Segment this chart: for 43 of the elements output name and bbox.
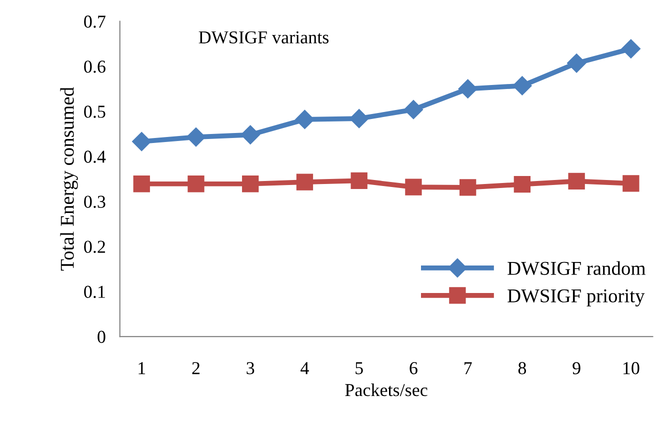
point bbox=[132, 132, 152, 152]
point bbox=[514, 176, 531, 193]
y-tick-label: 0.2 bbox=[84, 240, 105, 253]
y-tick-label: 0.3 bbox=[84, 196, 106, 208]
y-tick-label: 0.4 bbox=[84, 150, 106, 163]
x-tick-label: 4 bbox=[300, 362, 309, 374]
x-tick-label: 5 bbox=[356, 362, 363, 374]
point bbox=[186, 128, 206, 147]
point bbox=[188, 176, 204, 192]
point bbox=[350, 172, 368, 190]
y-tick-label: 0 bbox=[98, 330, 106, 343]
x-tick-label: 6 bbox=[410, 362, 418, 374]
point bbox=[621, 39, 640, 58]
point bbox=[512, 76, 532, 96]
point bbox=[295, 110, 314, 130]
y-tick-label: 0.7 bbox=[84, 16, 106, 28]
legend-label: DWSIGF random bbox=[508, 261, 646, 276]
y-tick-label: 0.1 bbox=[84, 286, 105, 298]
y-tick-label: 0.6 bbox=[84, 60, 106, 73]
x-tick-label: 9 bbox=[572, 362, 580, 374]
x-tick-label: 1 bbox=[138, 362, 146, 374]
x-tick-label: 2 bbox=[192, 362, 200, 374]
y-tick-label: 0.5 bbox=[84, 106, 106, 118]
x-tick-label: 7 bbox=[464, 362, 472, 374]
point bbox=[296, 174, 314, 190]
x-tick-label: 8 bbox=[518, 362, 526, 374]
legend-label: DWSIGF priority bbox=[508, 289, 645, 306]
point bbox=[405, 178, 422, 196]
point bbox=[240, 125, 260, 144]
x-tick-label: 10 bbox=[623, 362, 640, 374]
x-axis-title: Packets/sec bbox=[345, 383, 428, 396]
point bbox=[567, 54, 586, 73]
x-tick-label: 3 bbox=[246, 362, 254, 374]
point bbox=[568, 172, 585, 190]
y-axis-title: Total Energy consumed bbox=[60, 87, 78, 271]
point bbox=[133, 176, 150, 192]
point bbox=[622, 175, 640, 192]
point bbox=[459, 179, 476, 196]
point bbox=[350, 109, 369, 128]
point bbox=[458, 79, 478, 98]
point bbox=[404, 100, 423, 120]
point bbox=[242, 176, 259, 192]
chart-title: DWSIGF variants bbox=[198, 31, 329, 44]
